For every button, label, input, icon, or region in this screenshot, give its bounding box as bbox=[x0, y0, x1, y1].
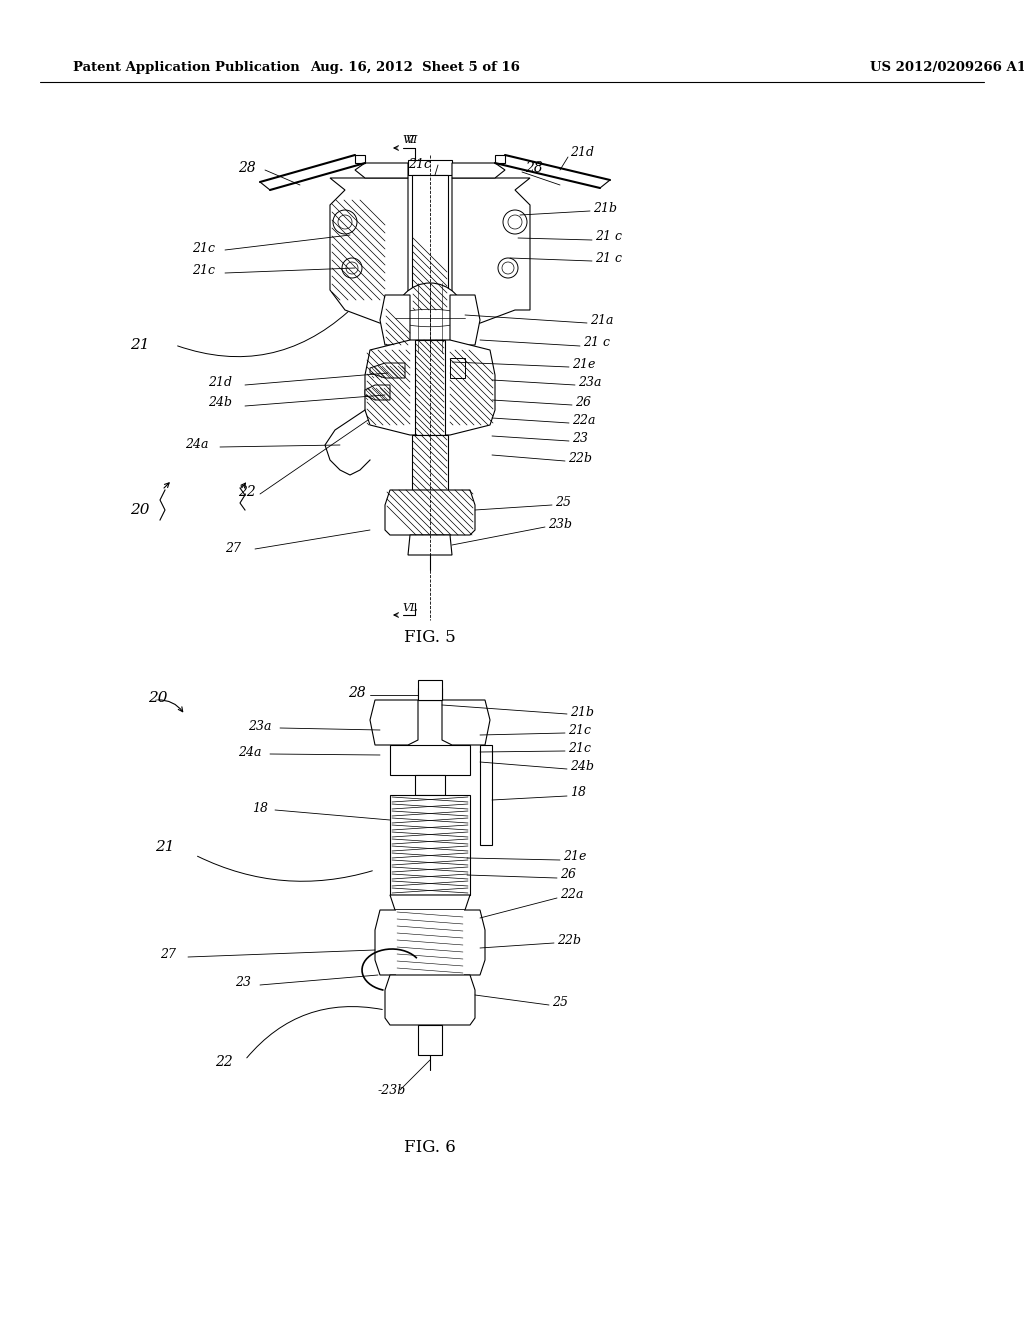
Polygon shape bbox=[380, 294, 410, 345]
Text: 21 c: 21 c bbox=[595, 231, 622, 243]
Circle shape bbox=[333, 210, 357, 234]
Polygon shape bbox=[365, 341, 495, 436]
Text: 25: 25 bbox=[555, 495, 571, 508]
Text: 23: 23 bbox=[234, 977, 251, 990]
Text: 21: 21 bbox=[130, 338, 150, 352]
Text: 24a: 24a bbox=[185, 438, 209, 451]
Polygon shape bbox=[330, 178, 408, 325]
Text: 21b: 21b bbox=[593, 202, 617, 214]
Bar bbox=[390, 744, 470, 775]
Text: Aug. 16, 2012  Sheet 5 of 16: Aug. 16, 2012 Sheet 5 of 16 bbox=[310, 61, 520, 74]
Text: 27: 27 bbox=[225, 541, 241, 554]
Text: FIG. 5: FIG. 5 bbox=[404, 630, 456, 647]
Circle shape bbox=[395, 282, 465, 352]
Polygon shape bbox=[355, 154, 365, 162]
Text: 22a: 22a bbox=[560, 888, 584, 902]
Bar bbox=[418, 680, 442, 700]
Polygon shape bbox=[408, 160, 452, 176]
Text: 24a: 24a bbox=[238, 746, 261, 759]
Text: 23b: 23b bbox=[548, 517, 572, 531]
Bar bbox=[418, 1026, 442, 1055]
Polygon shape bbox=[370, 363, 406, 378]
Text: 28: 28 bbox=[238, 161, 256, 176]
Bar bbox=[415, 341, 445, 436]
Text: 28: 28 bbox=[525, 161, 543, 176]
Text: 23: 23 bbox=[572, 432, 588, 445]
Polygon shape bbox=[495, 154, 505, 162]
Text: 22: 22 bbox=[215, 1055, 232, 1069]
Text: 26: 26 bbox=[560, 869, 575, 882]
Polygon shape bbox=[355, 162, 408, 178]
Circle shape bbox=[498, 257, 518, 279]
Text: 22b: 22b bbox=[568, 451, 592, 465]
Text: -23b: -23b bbox=[378, 1084, 407, 1097]
Polygon shape bbox=[385, 975, 475, 1026]
Bar bbox=[412, 436, 449, 490]
Text: 21 c: 21 c bbox=[583, 337, 610, 350]
Text: 22a: 22a bbox=[572, 413, 596, 426]
Text: 21e: 21e bbox=[572, 358, 595, 371]
Text: 22: 22 bbox=[238, 484, 256, 499]
Text: 21c: 21c bbox=[193, 264, 215, 276]
Text: Patent Application Publication: Patent Application Publication bbox=[73, 61, 300, 74]
Polygon shape bbox=[450, 294, 480, 345]
Text: VI: VI bbox=[406, 135, 418, 145]
Text: 21e: 21e bbox=[563, 850, 587, 863]
Text: 20: 20 bbox=[148, 690, 168, 705]
Bar bbox=[396, 909, 464, 975]
Text: 22b: 22b bbox=[557, 933, 581, 946]
Text: 20: 20 bbox=[130, 503, 150, 517]
Text: 24b: 24b bbox=[570, 759, 594, 772]
Text: 27: 27 bbox=[160, 949, 176, 961]
Polygon shape bbox=[442, 700, 490, 744]
Text: 21 c: 21 c bbox=[595, 252, 622, 264]
Polygon shape bbox=[452, 162, 505, 178]
Text: VL: VL bbox=[402, 603, 418, 612]
Text: 21d: 21d bbox=[208, 375, 232, 388]
Bar bbox=[415, 775, 445, 795]
Text: 23a: 23a bbox=[248, 719, 271, 733]
Text: US 2012/0209266 A1: US 2012/0209266 A1 bbox=[870, 61, 1024, 74]
Text: 26: 26 bbox=[575, 396, 591, 408]
Text: 21b: 21b bbox=[570, 705, 594, 718]
Text: 25: 25 bbox=[552, 995, 568, 1008]
Text: 21: 21 bbox=[155, 840, 174, 854]
Polygon shape bbox=[418, 688, 442, 700]
Polygon shape bbox=[408, 535, 452, 554]
Text: 21a: 21a bbox=[590, 314, 613, 326]
Bar bbox=[390, 795, 470, 895]
Text: 21c: 21c bbox=[568, 723, 591, 737]
Text: 21c: 21c bbox=[568, 742, 591, 755]
Polygon shape bbox=[365, 385, 390, 400]
Circle shape bbox=[503, 210, 527, 234]
Polygon shape bbox=[375, 909, 485, 975]
Text: 18: 18 bbox=[252, 801, 268, 814]
Text: FIG. 6: FIG. 6 bbox=[404, 1139, 456, 1156]
Text: 24b: 24b bbox=[208, 396, 232, 409]
Polygon shape bbox=[452, 178, 530, 325]
Bar bbox=[450, 358, 465, 378]
Text: 21c: 21c bbox=[408, 158, 431, 172]
Text: 21c: 21c bbox=[193, 242, 215, 255]
Polygon shape bbox=[390, 895, 470, 909]
Text: 18: 18 bbox=[570, 787, 586, 800]
Bar bbox=[412, 176, 449, 310]
Text: 28: 28 bbox=[348, 686, 366, 700]
Text: VI: VI bbox=[402, 135, 415, 145]
Text: 21d: 21d bbox=[570, 147, 594, 160]
Circle shape bbox=[342, 257, 362, 279]
Polygon shape bbox=[385, 490, 475, 535]
Text: 23a: 23a bbox=[578, 375, 601, 388]
Bar bbox=[480, 744, 492, 845]
Polygon shape bbox=[370, 700, 418, 744]
